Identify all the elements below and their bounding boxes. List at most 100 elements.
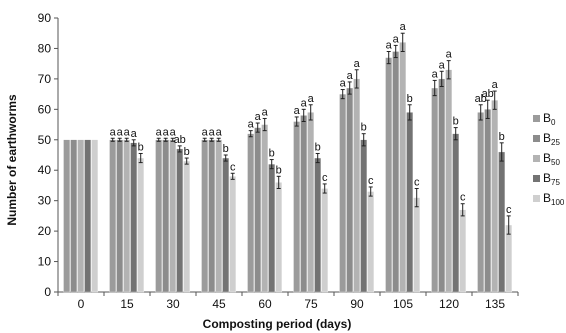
- bar-b50-75: [307, 112, 315, 293]
- significance-letter: a: [110, 126, 117, 138]
- x-tick-label: 45: [212, 297, 226, 311]
- y-tick-label: 20: [38, 224, 52, 238]
- significance-letter: c: [322, 172, 328, 184]
- x-tick-label: 0: [78, 297, 85, 311]
- significance-letter: a: [347, 70, 354, 82]
- bar-b0-75: [293, 121, 301, 293]
- significance-letter: a: [131, 128, 138, 140]
- significance-letter: c: [460, 192, 466, 204]
- bar-b50-45: [215, 139, 223, 293]
- significance-letter: b: [276, 164, 282, 176]
- bar-b0-120: [431, 87, 439, 293]
- significance-letter: c: [506, 204, 512, 216]
- bar-b75-120: [452, 133, 460, 293]
- bar-series: [63, 32, 513, 293]
- bar-b25-0: [70, 139, 78, 293]
- significance-letter: b: [499, 131, 505, 143]
- significance-letter: a: [170, 126, 177, 138]
- bar-b100-75: [321, 188, 329, 293]
- significance-letter: a: [301, 97, 308, 109]
- significance-letter: a: [163, 126, 170, 138]
- y-tick-label: 80: [38, 41, 52, 55]
- significance-letter: c: [230, 161, 236, 173]
- y-tick-label: 10: [38, 255, 52, 269]
- significance-letter: a: [209, 126, 216, 138]
- significance-letter: a: [386, 39, 393, 51]
- bar-b50-135: [491, 100, 499, 293]
- x-tick-label: 135: [485, 297, 505, 311]
- significance-letter: b: [361, 122, 367, 134]
- significance-letter: a: [255, 111, 262, 123]
- significance-letter: a: [432, 68, 439, 80]
- significance-letter: a: [262, 106, 269, 118]
- significance-letter: b: [453, 116, 459, 128]
- significance-letter: a: [202, 126, 209, 138]
- significance-letter: b: [223, 143, 229, 155]
- bar-b100-15: [137, 157, 145, 293]
- legend-swatch: [533, 175, 540, 182]
- significance-letter: a: [340, 78, 347, 90]
- bar-b100-0: [91, 139, 99, 293]
- legend-swatch: [533, 155, 540, 162]
- bar-b100-105: [413, 197, 421, 293]
- significance-letter: c: [414, 176, 420, 188]
- significance-letter: b: [184, 146, 190, 158]
- significance-letter: a: [117, 126, 124, 138]
- bar-b100-120: [459, 209, 467, 293]
- bar-b25-30: [162, 139, 170, 293]
- x-tick-label: 90: [350, 297, 364, 311]
- bar-b50-0: [77, 139, 85, 293]
- bar-b75-60: [268, 163, 276, 293]
- significance-letter: a: [124, 126, 131, 138]
- significance-letter: a: [492, 79, 499, 91]
- x-tick-label: 105: [393, 297, 413, 311]
- y-tick-label: 60: [38, 102, 52, 116]
- significance-letter: a: [156, 126, 163, 138]
- bar-b0-0: [63, 139, 71, 293]
- bar-b50-90: [353, 78, 361, 293]
- bar-b75-90: [360, 139, 368, 293]
- significance-letter: a: [400, 21, 407, 33]
- bar-b75-135: [498, 151, 506, 293]
- significance-letter: a: [294, 105, 301, 117]
- significance-letter: b: [407, 93, 413, 105]
- legend-label: B100: [543, 191, 565, 207]
- legend: B0 B25 B50 B75 B100: [533, 111, 565, 207]
- legend-swatch: [533, 135, 540, 142]
- legend-label: B50: [543, 151, 560, 167]
- bar-b75-75: [314, 157, 322, 293]
- x-tick-label: 120: [439, 297, 459, 311]
- significance-letter: a: [393, 33, 400, 45]
- y-axis: 0 10 20 30 40 50 60 70 80 90: [38, 11, 59, 299]
- significance-letter: a: [308, 93, 315, 105]
- bar-b0-60: [247, 133, 255, 293]
- y-tick-label: 30: [38, 194, 52, 208]
- significance-letter: ab: [174, 134, 186, 146]
- x-tick-label: 75: [304, 297, 318, 311]
- y-tick-label: 0: [44, 285, 51, 299]
- bar-b50-30: [169, 139, 177, 293]
- bar-b25-75: [300, 115, 308, 293]
- bar-b0-30: [155, 139, 163, 293]
- bar-b25-15: [116, 139, 124, 293]
- x-tick-label: 60: [258, 297, 272, 311]
- bar-b0-15: [109, 139, 117, 293]
- bar-b50-15: [123, 139, 131, 293]
- significance-letter: c: [368, 175, 374, 187]
- bar-b75-15: [130, 142, 138, 293]
- bar-b75-30: [176, 148, 184, 293]
- significance-letter: a: [248, 119, 255, 131]
- x-tick-label: 15: [120, 297, 134, 311]
- x-axis-title: Composting period (days): [203, 317, 352, 331]
- significance-letter: b: [269, 148, 275, 160]
- legend-label: B25: [543, 131, 560, 147]
- legend-label: B0: [543, 111, 556, 127]
- y-axis-title: Number of earthworms: [5, 94, 19, 226]
- bar-b75-45: [222, 157, 230, 293]
- y-tick-label: 50: [38, 133, 52, 147]
- significance-letter: a: [446, 49, 453, 61]
- y-tick-label: 90: [38, 11, 52, 25]
- bar-b100-60: [275, 182, 283, 293]
